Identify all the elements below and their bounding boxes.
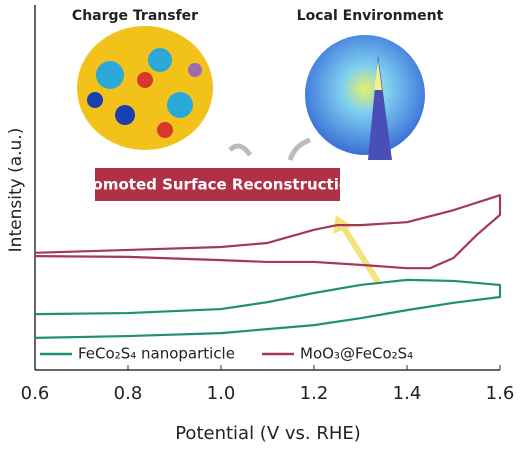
inset-illustration bbox=[77, 26, 425, 284]
x-tick-label: 1.6 bbox=[486, 383, 515, 404]
annotation: Charge Transfer bbox=[72, 8, 198, 24]
x-tick-label: 1.0 bbox=[207, 383, 236, 404]
legend-label: FeCo₂S₄ nanoparticle bbox=[78, 345, 235, 363]
frame bbox=[34, 5, 500, 371]
annotation-banner: Promoted Surface Reconstruction bbox=[74, 176, 360, 194]
annotation: Local Environment bbox=[297, 8, 444, 24]
x-tick-label: 1.4 bbox=[393, 383, 422, 404]
series-line bbox=[34, 278, 502, 339]
legend-label: MoO₃@FeCo₂S₄ bbox=[300, 345, 413, 363]
x-tick-label: 0.8 bbox=[114, 383, 143, 404]
x-axis-title: Potential (V vs. RHE) bbox=[175, 423, 361, 444]
x-tick-label: 1.2 bbox=[300, 383, 329, 404]
y-axis-title: Intensity (a.u.) bbox=[6, 128, 26, 253]
plot: 0.6 0.8 1.0 1.2 1.4 1.6 FeCo₂S₄ nanoparticle Mo… bbox=[21, 194, 515, 404]
x-tick-label: 0.6 bbox=[21, 383, 50, 404]
series-line bbox=[34, 194, 502, 270]
